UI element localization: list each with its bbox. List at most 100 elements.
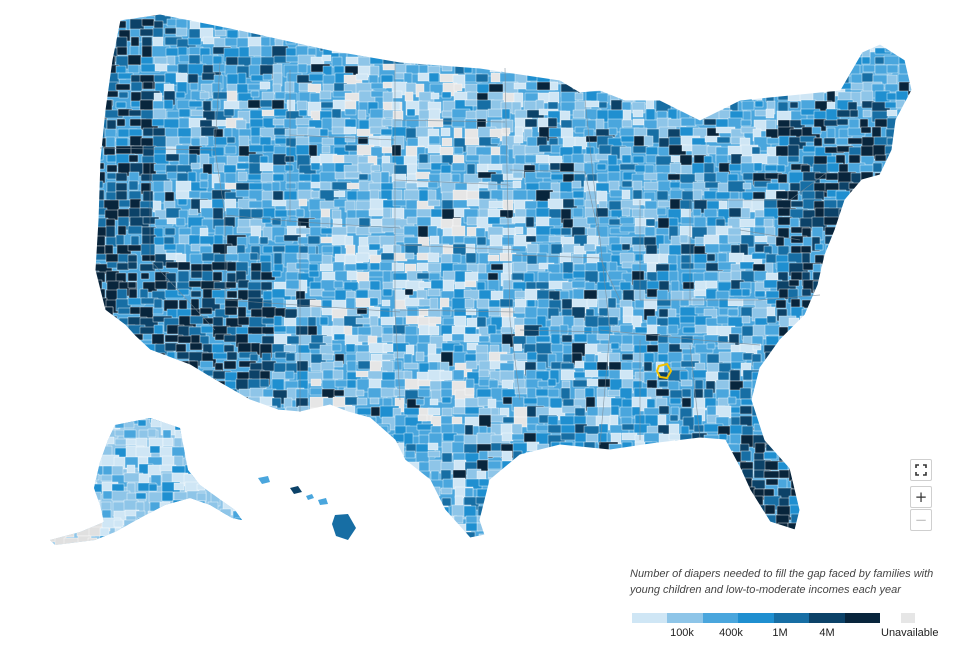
county-cell [75,447,95,456]
county-cell [244,510,261,519]
county-cell [766,28,782,39]
county-cell [884,173,899,189]
county-cell [680,117,697,127]
county-cell [741,542,755,552]
county-cell [249,415,265,428]
county-cell [95,371,110,384]
county-cell [208,445,223,461]
county-cell [715,38,731,49]
county-cell [261,423,272,439]
zoom-in-button[interactable]: + [910,486,932,508]
county-cell [115,190,128,201]
county-cell [233,526,242,536]
county-cell [285,20,302,35]
county-cell [824,235,845,245]
county-cell [345,297,356,310]
county-cell [379,46,400,58]
county-cell [175,72,188,83]
county-cell [441,91,452,99]
county-cell [105,326,119,336]
county-cell [127,369,141,383]
county-cell [391,514,403,528]
county-cell [657,495,669,503]
fullscreen-button[interactable] [910,459,932,481]
county-cell [95,81,106,90]
county-cell [838,306,859,316]
county-cell [382,288,393,297]
county-cell [259,254,272,264]
county-cell [755,543,771,556]
county-cell [50,427,58,441]
county-cell [909,190,912,205]
county-cell [138,473,150,485]
county-cell [106,407,122,420]
county-cell [201,469,211,481]
county-cell [910,216,912,232]
choropleth-map[interactable]: + − [0,0,967,560]
county-cell [284,460,302,469]
county-cell [801,487,818,496]
county-cell [669,65,682,75]
county-cell [547,514,568,525]
county-cell [571,54,584,64]
county-cell [260,461,272,471]
county-cell [562,459,581,469]
county-cell [883,504,895,520]
county-cell [50,474,58,483]
county-cell [135,492,147,500]
county-cell [283,190,298,201]
county-cell [884,387,904,398]
county-cell [320,28,336,42]
zoom-out-button[interactable]: − [910,509,932,531]
county-cell [172,499,190,508]
county-cell [802,468,812,482]
county-cell [719,543,729,549]
county-cell [208,537,223,545]
county-cell [813,542,828,551]
county-cell [849,433,861,444]
county-cell [861,333,878,344]
county-cell [560,227,572,236]
county-cell [862,504,876,512]
county-cell [249,531,262,538]
us-county-map[interactable] [0,0,967,560]
county-cell [898,182,908,194]
county-cell [127,344,142,355]
county-cell [464,280,477,288]
county-cell [777,14,790,21]
county-cell [245,419,256,426]
county-cell [718,29,737,44]
county-cell [225,443,242,458]
county-cell [138,537,150,545]
county-cell [643,92,659,101]
county-cell [907,46,912,58]
county-cell [586,506,603,522]
county-cell [308,523,329,535]
county-cell [334,14,349,17]
county-cell [775,432,796,448]
county-cell [308,270,320,278]
county-cell [285,470,301,485]
county-cell [127,54,142,66]
county-cell [441,497,452,507]
county-cell [776,164,786,173]
county-cell [88,491,102,502]
county-cell [235,406,251,418]
county-cell [139,263,156,272]
county-cell [64,528,75,538]
county-cell [861,56,871,65]
county-cell [130,81,143,92]
county-cell [320,407,334,419]
county-cell [715,514,728,523]
county-cell [501,343,511,354]
county-cell [621,119,633,128]
county-cell [466,182,480,192]
county-cell [644,45,659,59]
county-cell [874,414,894,430]
county-cell [753,423,773,432]
county-cell [609,18,628,30]
county-cell [440,127,451,137]
county-cell [681,468,691,483]
county-cell [511,470,522,478]
county-cell [95,416,97,427]
